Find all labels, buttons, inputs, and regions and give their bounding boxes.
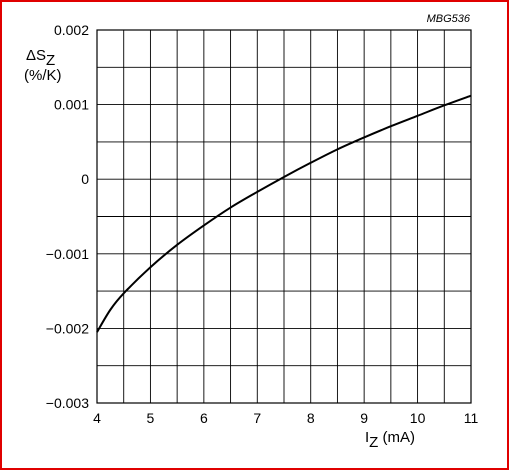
x-tick-label: 7 [253, 410, 261, 426]
y-axis-label-symbol: ΔSZ [26, 47, 55, 69]
y-tick-label: −0.001 [46, 246, 89, 262]
y-tick-label: −0.002 [46, 320, 89, 336]
x-axis-ticks: 4 5 6 7 8 9 10 11 [93, 410, 478, 426]
y-tick-label: 0.002 [54, 22, 89, 38]
y-axis-label-unit: (%/K) [24, 67, 62, 84]
series-curve [96, 94, 472, 333]
figure-code: MBG536 [427, 13, 471, 25]
x-tick-label: 8 [307, 410, 315, 426]
plot-area [96, 29, 472, 404]
x-tick-label: 9 [360, 410, 368, 426]
x-tick-label: 10 [410, 410, 426, 426]
y-tick-label: 0.001 [54, 97, 89, 113]
grid [96, 29, 472, 404]
y-tick-label: −0.003 [46, 395, 89, 411]
y-tick-label: 0 [81, 171, 89, 187]
x-axis-label: IZ (mA) [365, 429, 415, 451]
y-axis-ticks: 0.002 0.001 0 −0.001 −0.002 −0.003 [46, 22, 89, 411]
x-tick-label: 11 [464, 410, 479, 426]
x-tick-label: 6 [200, 410, 208, 426]
x-tick-label: 5 [147, 410, 155, 426]
x-tick-label: 4 [93, 410, 101, 426]
